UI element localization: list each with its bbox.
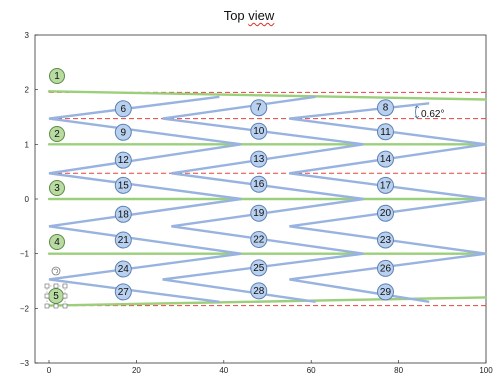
blue-label-22: 22 — [253, 234, 265, 245]
blue-marker-20 — [376, 204, 394, 222]
angle-annotation: 0.62° — [414, 105, 444, 120]
blue-label-23: 23 — [380, 235, 392, 246]
green-marker-3 — [49, 180, 65, 196]
blue-zigzag-2 — [162, 95, 364, 303]
blue-label-10: 10 — [253, 126, 265, 137]
blue-label-29: 29 — [380, 287, 392, 298]
blue-marker-9 — [114, 123, 132, 141]
resize-handle-se[interactable] — [62, 303, 68, 309]
blue-label-7: 7 — [256, 103, 262, 114]
blue-label-13: 13 — [253, 154, 265, 165]
x-tick-label-1: 20 — [132, 366, 141, 375]
y-tick-label-4: −1 — [20, 250, 30, 259]
blue-label-15: 15 — [118, 180, 130, 191]
selection-box[interactable] — [44, 283, 68, 309]
blue-marker-21 — [114, 231, 132, 249]
blue-marker-8 — [376, 99, 394, 117]
resize-handle-sw[interactable] — [44, 303, 50, 309]
green-marker-2 — [49, 126, 65, 142]
page-title: Top view — [0, 8, 498, 23]
blue-label-19: 19 — [253, 208, 265, 219]
blue-paths — [48, 95, 487, 303]
blue-label-27: 27 — [118, 287, 130, 298]
y-tick-label-5: −2 — [20, 304, 30, 313]
blue-label-25: 25 — [253, 263, 265, 274]
resize-handle-e[interactable] — [62, 293, 68, 299]
blue-marker-22 — [250, 230, 268, 248]
rotate-arrow — [53, 268, 58, 274]
blue-marker-7 — [250, 99, 268, 117]
blue-marker-18 — [114, 205, 132, 223]
blue-marker-17 — [376, 176, 394, 194]
green-marker-1 — [49, 68, 65, 84]
blue-label-18: 18 — [118, 209, 130, 220]
green-label-1: 1 — [54, 71, 60, 82]
blue-marker-12 — [114, 151, 132, 169]
green-labels: 1 2 3 4 5 — [48, 68, 65, 304]
blue-label-11: 11 — [380, 127, 391, 138]
blue-label-26: 26 — [380, 263, 392, 274]
resize-handle-w[interactable] — [44, 293, 50, 299]
rotate-handle[interactable] — [51, 266, 61, 276]
blue-marker-27 — [114, 283, 132, 301]
blue-marker-10 — [250, 122, 268, 140]
blue-marker-16 — [250, 175, 268, 193]
y-tick-label-0: 3 — [25, 31, 30, 40]
y-tick-label-6: −3 — [20, 359, 30, 368]
blue-label-6: 6 — [121, 104, 127, 115]
resize-handle-ne[interactable] — [62, 283, 68, 289]
resize-handle-s[interactable] — [53, 303, 59, 309]
rotate-icon[interactable] — [51, 266, 61, 276]
blue-label-16: 16 — [253, 179, 265, 190]
blue-zigzag-3 — [289, 102, 487, 303]
title-word-view: view — [248, 8, 275, 23]
blue-label-24: 24 — [118, 264, 130, 275]
x-tick-label-3: 60 — [307, 366, 316, 375]
y-tick-label-1: 2 — [25, 86, 30, 95]
blue-marker-6 — [114, 100, 132, 118]
blue-label-21: 21 — [118, 235, 130, 246]
green-marker-4 — [49, 234, 65, 250]
x-tick-label-5: 100 — [479, 366, 493, 375]
blue-marker-19 — [250, 204, 268, 222]
resize-handle-n[interactable] — [53, 283, 59, 289]
green-label-2: 2 — [54, 129, 60, 140]
resize-handle-nw[interactable] — [44, 283, 50, 289]
blue-marker-24 — [114, 260, 132, 278]
blue-label-28: 28 — [253, 286, 265, 297]
green-label-4: 4 — [54, 237, 60, 248]
blue-zigzag-1 — [48, 95, 242, 303]
angle-label: 0.62° — [421, 109, 444, 120]
blue-marker-15 — [114, 176, 132, 194]
x-tick-label-0: 0 — [47, 366, 52, 375]
blue-marker-23 — [376, 231, 394, 249]
green-label-5: 5 — [53, 291, 59, 302]
blue-label-12: 12 — [118, 155, 130, 166]
blue-marker-14 — [376, 150, 394, 168]
blue-label-20: 20 — [380, 208, 392, 219]
blue-labels: 6 7 8 9 10 11 12 13 14 15 16 17 18 19 20 21 22 23 24 25 26 27… — [114, 99, 394, 301]
x-tick-label-4: 80 — [394, 366, 403, 375]
y-tick-label-2: 1 — [25, 140, 30, 149]
blue-label-17: 17 — [380, 180, 392, 191]
blue-marker-13 — [250, 150, 268, 168]
y-tick-label-3: 0 — [25, 195, 30, 204]
blue-marker-26 — [376, 259, 394, 277]
green-line-1 — [47, 90, 488, 101]
blue-marker-29 — [376, 283, 394, 301]
blue-label-14: 14 — [380, 154, 392, 165]
blue-marker-11 — [376, 123, 394, 141]
x-tick-label-2: 40 — [219, 366, 228, 375]
blue-marker-28 — [250, 282, 268, 300]
blue-marker-25 — [250, 259, 268, 277]
green-label-3: 3 — [54, 183, 60, 194]
angle-arrows — [414, 105, 420, 119]
blue-label-9: 9 — [121, 127, 127, 138]
blue-label-8: 8 — [383, 103, 389, 114]
title-word-top: Top — [223, 8, 245, 23]
